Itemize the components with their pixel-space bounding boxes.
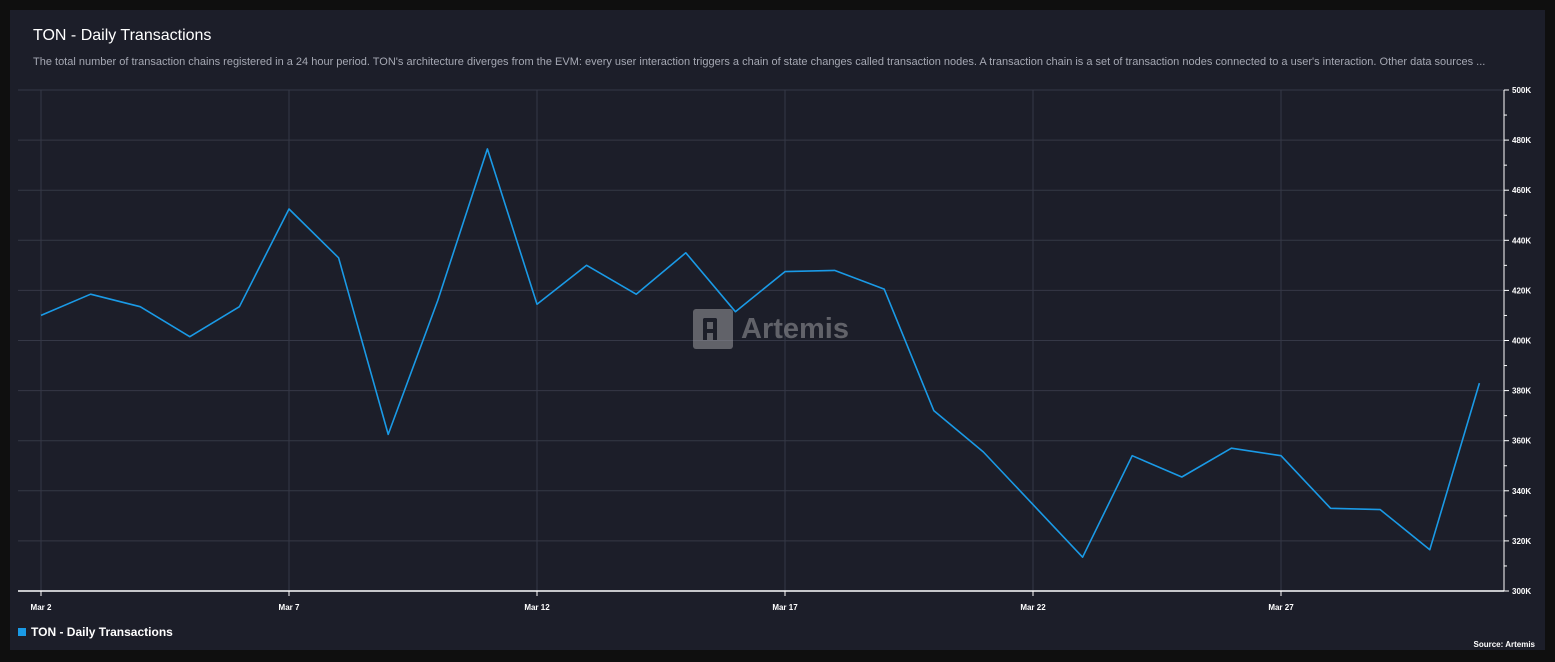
chart-legend[interactable]: TON - Daily Transactions bbox=[18, 625, 173, 639]
source-credit: Source: Artemis bbox=[1473, 640, 1536, 649]
data-point bbox=[1379, 508, 1382, 511]
data-point bbox=[1428, 548, 1431, 551]
data-point bbox=[139, 305, 142, 308]
legend-swatch bbox=[18, 628, 26, 636]
data-point bbox=[635, 293, 638, 296]
line-chart: 500K 480K 460K 440K 420K 400K 380K 360K 340K 320K… bbox=[18, 86, 1531, 612]
data-point bbox=[1081, 556, 1084, 559]
data-point bbox=[1180, 476, 1183, 479]
y-tick-label: 360K bbox=[1512, 437, 1531, 446]
data-point bbox=[337, 256, 340, 259]
x-tick-label: Mar 7 bbox=[279, 603, 300, 612]
chart-description: The total number of transaction chains r… bbox=[33, 56, 1486, 68]
data-point bbox=[1478, 382, 1481, 385]
y-tick-label: 340K bbox=[1512, 487, 1531, 496]
data-point bbox=[784, 270, 787, 273]
data-point bbox=[585, 264, 588, 267]
data-point bbox=[684, 251, 687, 254]
data-point bbox=[536, 303, 539, 306]
chart-title: TON - Daily Transactions bbox=[33, 27, 212, 44]
data-point bbox=[1230, 447, 1233, 450]
data-point bbox=[288, 207, 291, 210]
data-point bbox=[40, 314, 43, 317]
data-point bbox=[982, 450, 985, 453]
data-point bbox=[436, 299, 439, 302]
data-point bbox=[1329, 507, 1332, 510]
artemis-logo-icon bbox=[693, 309, 733, 349]
x-tick-label: Mar 12 bbox=[524, 603, 550, 612]
legend-label: TON - Daily Transactions bbox=[31, 625, 173, 639]
y-tick-label: 440K bbox=[1512, 236, 1531, 245]
y-tick-label: 320K bbox=[1512, 537, 1531, 546]
data-point bbox=[833, 269, 836, 272]
data-point bbox=[89, 293, 92, 296]
series-line bbox=[40, 148, 1481, 559]
x-tick-label: Mar 22 bbox=[1020, 603, 1046, 612]
data-point bbox=[1032, 503, 1035, 506]
y-tick-label: 420K bbox=[1512, 286, 1531, 295]
data-point bbox=[387, 433, 390, 436]
x-tick-label: Mar 2 bbox=[31, 603, 52, 612]
data-point bbox=[486, 147, 489, 150]
chart-card: TON - Daily Transactions The total numbe… bbox=[10, 10, 1545, 650]
data-point bbox=[932, 409, 935, 412]
artemis-watermark: Artemis bbox=[693, 309, 849, 349]
y-tick-label: 400K bbox=[1512, 337, 1531, 346]
x-tick-label: Mar 17 bbox=[772, 603, 798, 612]
y-tick-label: 480K bbox=[1512, 136, 1531, 145]
x-tick-label: Mar 27 bbox=[1268, 603, 1294, 612]
data-point bbox=[1280, 454, 1283, 457]
y-tick-label: 460K bbox=[1512, 186, 1531, 195]
y-tick-label: 300K bbox=[1512, 587, 1531, 596]
data-point bbox=[238, 305, 241, 308]
data-point bbox=[188, 335, 191, 338]
data-point bbox=[883, 288, 886, 291]
y-tick-label: 380K bbox=[1512, 387, 1531, 396]
watermark-text: Artemis bbox=[741, 312, 849, 345]
data-point bbox=[1131, 454, 1134, 457]
y-tick-label: 500K bbox=[1512, 86, 1531, 95]
